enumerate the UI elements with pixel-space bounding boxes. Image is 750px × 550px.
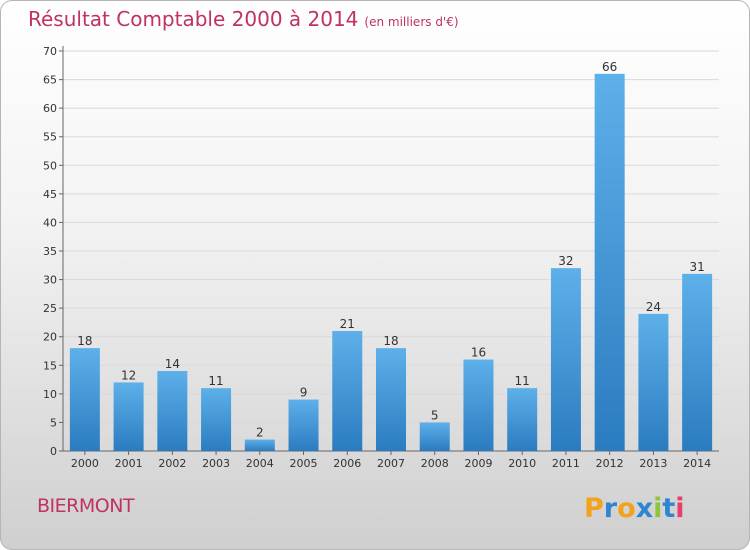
x-tick-label: 2001 — [115, 457, 143, 470]
data-label: 14 — [165, 357, 180, 371]
data-label: 12 — [121, 368, 136, 382]
y-tick-label: 55 — [43, 131, 57, 144]
x-tick-label: 2012 — [596, 457, 624, 470]
bar — [376, 348, 406, 451]
bar — [638, 313, 669, 451]
x-tick-label: 2013 — [639, 457, 667, 470]
y-tick-label: 50 — [43, 159, 57, 172]
x-tick-label: 2004 — [246, 457, 274, 470]
x-tick-label: 2006 — [333, 457, 361, 470]
bar — [157, 371, 188, 451]
bar — [682, 273, 713, 451]
y-tick-label: 60 — [43, 102, 57, 115]
proxiti-logo: Proxiti — [584, 493, 685, 524]
x-tick-label: 2007 — [377, 457, 405, 470]
x-tick-label: 2002 — [158, 457, 186, 470]
data-label: 11 — [515, 374, 530, 388]
data-label: 5 — [431, 408, 439, 422]
bar — [419, 422, 450, 451]
bar — [288, 399, 319, 451]
y-tick-label: 25 — [43, 302, 57, 315]
data-label: 21 — [340, 317, 355, 331]
x-tick-label: 2000 — [71, 457, 99, 470]
y-tick-label: 10 — [43, 388, 57, 401]
chart-subtitle: (en milliers d'€) — [364, 15, 459, 29]
place-name: BIERMONT — [37, 495, 135, 517]
x-tick-label: 2009 — [464, 457, 492, 470]
y-tick-label: 20 — [43, 331, 57, 344]
bar — [594, 73, 625, 451]
x-tick-label: 2005 — [290, 457, 318, 470]
data-label: 18 — [77, 334, 92, 348]
bar — [69, 348, 100, 451]
data-label: 66 — [602, 60, 617, 74]
data-label: 11 — [208, 374, 223, 388]
bar — [463, 359, 494, 451]
bar — [201, 388, 232, 451]
data-label: 9 — [300, 386, 308, 400]
bar — [550, 268, 581, 451]
x-tick-label: 2008 — [421, 457, 449, 470]
y-tick-label: 45 — [43, 188, 57, 201]
x-tick-label: 2014 — [683, 457, 711, 470]
data-label: 31 — [689, 260, 704, 274]
y-tick-label: 0 — [50, 445, 57, 458]
y-tick-label: 65 — [43, 74, 57, 87]
y-tick-label: 15 — [43, 359, 57, 372]
y-tick-label: 5 — [50, 416, 57, 429]
bar — [244, 439, 275, 451]
x-tick-label: 2003 — [202, 457, 230, 470]
data-label: 18 — [383, 334, 398, 348]
svg-text:Proxiti: Proxiti — [584, 493, 685, 524]
bar — [113, 382, 144, 451]
y-tick-label: 35 — [43, 245, 57, 258]
y-tick-label: 70 — [43, 45, 57, 58]
data-label: 2 — [256, 426, 264, 440]
bar — [507, 388, 538, 451]
data-label: 24 — [646, 300, 661, 314]
data-label: 32 — [558, 254, 573, 268]
chart-title: Résultat Comptable 2000 à 2014 (en millie… — [28, 7, 459, 31]
bars — [69, 73, 713, 451]
bar — [332, 331, 363, 451]
chart-title-text: Résultat Comptable 2000 à 2014 — [28, 7, 359, 31]
x-tick-label: 2010 — [508, 457, 536, 470]
data-labels: 18 12 14 11 2 9 21 18 5 16 11 32 66 24 31 — [77, 60, 705, 440]
x-tick-label: 2011 — [552, 457, 580, 470]
data-label: 16 — [471, 346, 486, 360]
y-tick-label: 30 — [43, 274, 57, 287]
y-tick-label: 40 — [43, 216, 57, 229]
